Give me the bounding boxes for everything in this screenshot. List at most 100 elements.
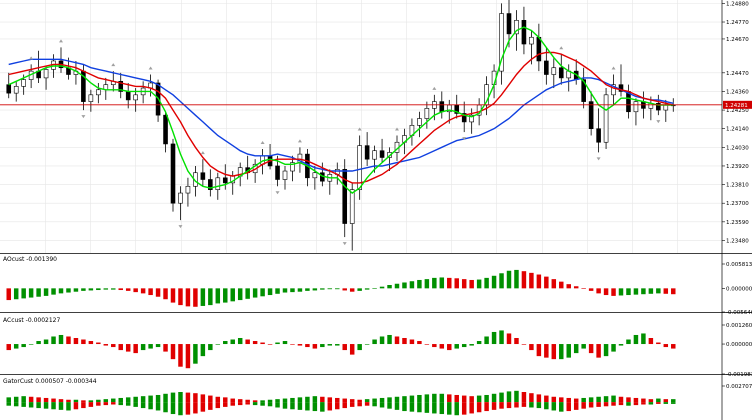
gator-upper-bar [185, 392, 191, 403]
gator-lower-bar [387, 402, 392, 409]
gator-lower-bar [476, 402, 482, 413]
gator-upper-bar [424, 394, 430, 403]
gator-lower-bar [140, 402, 146, 409]
histogram-bar [573, 344, 579, 354]
gator-upper-bar [223, 397, 228, 403]
histogram-bar [58, 288, 64, 294]
gator-lower-bar [603, 402, 609, 407]
histogram-bar [267, 344, 273, 345]
gator-lower-bar [81, 402, 86, 409]
candle-body [372, 150, 377, 160]
candle-body [170, 143, 176, 204]
gator-upper-bar [603, 396, 609, 403]
histogram-bar [290, 344, 295, 345]
histogram-bar [357, 288, 362, 291]
gator-lower-bar [73, 402, 79, 410]
gator-upper-bar [349, 399, 355, 403]
histogram-bar [185, 288, 191, 307]
gator-lower-bar [58, 402, 64, 410]
gator-lower-bar [305, 402, 310, 411]
histogram-bar [641, 333, 646, 345]
gator-lower-bar [529, 402, 534, 408]
histogram-bar [648, 288, 654, 294]
histogram-bar [424, 344, 430, 345]
histogram-bar [581, 288, 586, 289]
histogram-bar [230, 339, 235, 345]
gator-upper-bar [260, 400, 265, 403]
histogram-bar [245, 288, 250, 299]
histogram-bar [521, 344, 527, 345]
gator-lower-bar [170, 402, 176, 415]
histogram-bar [215, 344, 221, 345]
gator-lower-bar [551, 402, 557, 411]
gator-lower-bar [111, 402, 116, 405]
candle-body [521, 20, 527, 45]
candle-body [379, 150, 385, 158]
gator-lower-bar [320, 402, 325, 412]
gator-pane-title: GatorCust 0.000507 -0.000344 [3, 378, 97, 385]
histogram-bar [379, 286, 385, 289]
histogram-bar [21, 344, 26, 348]
gator-upper-bar [252, 400, 258, 403]
histogram-bar [125, 344, 131, 352]
y-axis-tick-label: 1.24880 [726, 1, 749, 7]
fractal-up-marker [200, 151, 205, 155]
gator-upper-bar [342, 398, 347, 403]
gator-upper-bar [43, 397, 49, 403]
histogram-bar [170, 344, 176, 360]
gator-lower-bar [417, 402, 422, 413]
histogram-bar [305, 288, 310, 291]
histogram-bar [626, 288, 631, 296]
gator-upper-bar [178, 391, 183, 403]
gator-upper-bar [514, 390, 519, 403]
gator-lower-bar [364, 402, 370, 406]
histogram-bar [267, 288, 273, 296]
gator-lower-bar [275, 402, 280, 408]
gator-lower-bar [559, 402, 564, 412]
gator-upper-bar [409, 395, 415, 403]
gator-lower-bar [88, 402, 94, 407]
histogram-bar [439, 344, 445, 349]
gator-upper-bar [103, 399, 109, 403]
histogram-bar [648, 337, 654, 345]
candle-body [357, 145, 362, 190]
gator-upper-bar [439, 393, 445, 403]
candle-body [536, 36, 542, 62]
gator-upper-bar [312, 396, 318, 403]
gator-lower-bar [103, 402, 109, 406]
histogram-bar [96, 288, 101, 291]
histogram-bar [447, 344, 452, 351]
gator-lower-bar [656, 402, 661, 404]
gator-lower-bar [618, 402, 624, 406]
gator-upper-bar [469, 396, 474, 403]
gator-upper-bar [588, 397, 594, 403]
histogram-bar [514, 337, 519, 345]
histogram-bar [223, 341, 228, 345]
y-axis-tick-label: 0.002707 [726, 384, 752, 390]
histogram-bar [163, 288, 168, 300]
histogram-bar [66, 288, 71, 293]
histogram-bar [155, 344, 161, 348]
fractal-up-marker [395, 127, 399, 131]
y-axis-tick-label: 0.000000 [726, 342, 752, 348]
histogram-bar [432, 277, 437, 289]
histogram-bar [111, 344, 116, 348]
histogram-bar [461, 279, 467, 289]
gator-lower-bar [125, 402, 131, 406]
moving-average-mid-line [8, 51, 674, 184]
histogram-bar [193, 288, 198, 307]
histogram-bar [417, 341, 422, 345]
histogram-bar [327, 344, 333, 346]
histogram-bar [342, 288, 347, 291]
histogram-bar [237, 288, 243, 301]
histogram-bar [6, 288, 11, 301]
y-axis-tick-label: -0.0019830 [726, 372, 752, 378]
gator-upper-bar [521, 391, 527, 403]
gator-upper-bar [155, 394, 161, 403]
histogram-bar [364, 344, 370, 345]
ao-pane-title: AOcust -0.001390 [3, 256, 57, 263]
gator-upper-bar [125, 397, 131, 403]
histogram-bar [13, 288, 19, 300]
histogram-bar [372, 339, 377, 345]
